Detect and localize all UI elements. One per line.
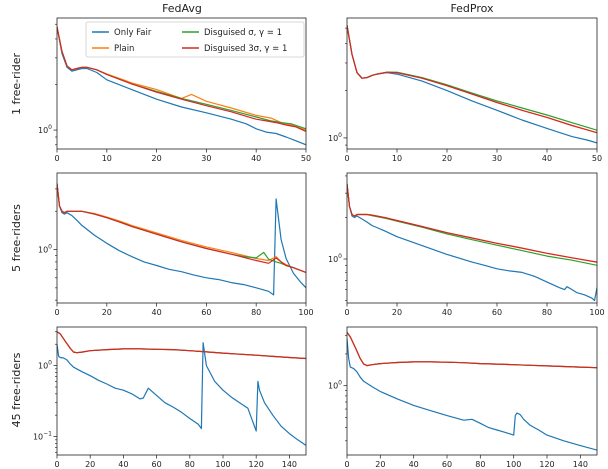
x-tick-label: 120	[249, 460, 264, 469]
x-tick-label: 60	[442, 460, 452, 469]
x-tick-label: 20	[392, 308, 402, 317]
x-tick-label: 20	[85, 460, 95, 469]
row-label-45: 45 free-riders	[10, 352, 23, 427]
x-tick-label: 60	[492, 308, 502, 317]
x-tick-label: 100	[298, 308, 313, 317]
axes-frame	[56, 172, 307, 304]
panel-3: 100 0 20 40 60 80 100	[38, 172, 314, 317]
x-tick-label: 80	[251, 308, 261, 317]
x-tick-label: 100	[589, 308, 604, 317]
series-line-only-fair	[57, 26, 306, 146]
panel-2: 100 0 10 20 30 40 50	[328, 17, 602, 163]
panel-4: 100 0 20 40 60 80 100	[328, 172, 605, 317]
x-tick-label: 0	[54, 308, 59, 317]
x-tick-label: 40	[118, 460, 128, 469]
axes-frame	[56, 17, 307, 150]
x-tick-label: 0	[344, 308, 349, 317]
row-label-1: 1 free-rider	[10, 53, 23, 115]
x-tick-label: 140	[573, 460, 588, 469]
x-tick-label: 20	[102, 308, 112, 317]
series-line-disguised-1	[347, 183, 597, 266]
y-tick-label: 100	[38, 360, 52, 371]
x-tick-label: 50	[301, 154, 311, 163]
series-line-disguised-1	[57, 183, 306, 274]
y-tick-label: 10−1	[33, 431, 52, 442]
x-tick-label: 80	[185, 460, 195, 469]
axes-frame	[346, 17, 598, 150]
series-line-disguised-3-1	[347, 183, 597, 263]
x-tick-label: 60	[201, 308, 211, 317]
x-tick-label: 10	[392, 154, 402, 163]
legend: Only Fair Plain Disguised σ, γ = 1 Disguise…	[85, 21, 305, 58]
y-tick-label: 100	[38, 244, 52, 255]
x-tick-label: 20	[442, 154, 452, 163]
series-line-only-fair	[347, 183, 597, 302]
x-tick-label: 30	[492, 154, 502, 163]
row-label-5: 5 free-riders	[10, 204, 23, 272]
panel-5: 100 10−1 0 20 40 60 80 100 120 140	[33, 326, 307, 469]
series-line-disguised-1	[347, 25, 597, 131]
series-line-only-fair	[347, 25, 597, 144]
legend-label: Only Fair	[114, 28, 152, 38]
series-line-only-fair	[57, 183, 306, 296]
panel-6: 100 0 20 40 60 80 100 120 140	[328, 326, 598, 469]
series-line-disguised-1	[347, 332, 597, 369]
x-tick-label: 10	[102, 154, 112, 163]
x-tick-label: 0	[54, 154, 59, 163]
panel-1: 100 0 10 20 30 40 50	[38, 17, 311, 163]
x-tick-label: 50	[592, 154, 602, 163]
series-line-plain	[347, 25, 597, 134]
x-tick-label: 140	[282, 460, 297, 469]
legend-label: Disguised σ, γ = 1	[204, 28, 282, 38]
x-tick-label: 40	[251, 154, 261, 163]
legend-label: Plain	[114, 44, 134, 54]
x-tick-label: 40	[542, 154, 552, 163]
series-line-plain	[57, 331, 306, 360]
panels-group: 100 0 10 20 30 40 50 100 0 10 20 30 40 50 100 0 20 40 60 80…	[33, 17, 605, 469]
series-line-disguised-1	[57, 331, 306, 360]
series-line-plain	[347, 183, 597, 263]
x-tick-label: 80	[475, 460, 485, 469]
x-tick-label: 20	[375, 460, 385, 469]
x-tick-label: 30	[201, 154, 211, 163]
axes-frame	[56, 326, 307, 456]
series-line-plain	[347, 332, 597, 369]
series-line-disguised-3-1	[347, 25, 597, 134]
x-tick-label: 40	[152, 308, 162, 317]
x-tick-label: 100	[215, 460, 230, 469]
y-tick-label: 100	[328, 132, 342, 143]
y-tick-label: 100	[328, 380, 342, 391]
x-tick-label: 40	[409, 460, 419, 469]
x-tick-label: 0	[344, 154, 349, 163]
series-line-disguised-3-1	[57, 183, 306, 274]
series-line-disguised-3-1	[347, 332, 597, 369]
x-tick-label: 40	[442, 308, 452, 317]
x-tick-label: 20	[152, 154, 162, 163]
axes-frame	[346, 172, 598, 304]
series-line-only-fair	[57, 342, 306, 446]
x-tick-label: 120	[539, 460, 554, 469]
legend-label: Disguised 3σ, γ = 1	[204, 44, 287, 54]
series-line-disguised-3-1	[57, 331, 306, 360]
series-line-disguised-3-1	[57, 26, 306, 132]
x-tick-label: 80	[542, 308, 552, 317]
legend-box	[85, 21, 305, 58]
x-tick-label: 60	[152, 460, 162, 469]
col-title-fedprox: FedProx	[450, 2, 494, 15]
y-tick-label: 100	[38, 124, 52, 135]
col-title-fedavg: FedAvg	[162, 2, 202, 15]
series-line-only-fair	[347, 338, 597, 451]
x-tick-label: 100	[506, 460, 521, 469]
axes-frame	[346, 326, 598, 456]
y-tick-label: 100	[328, 253, 342, 264]
x-tick-label: 0	[54, 460, 59, 469]
x-tick-label: 0	[344, 460, 349, 469]
